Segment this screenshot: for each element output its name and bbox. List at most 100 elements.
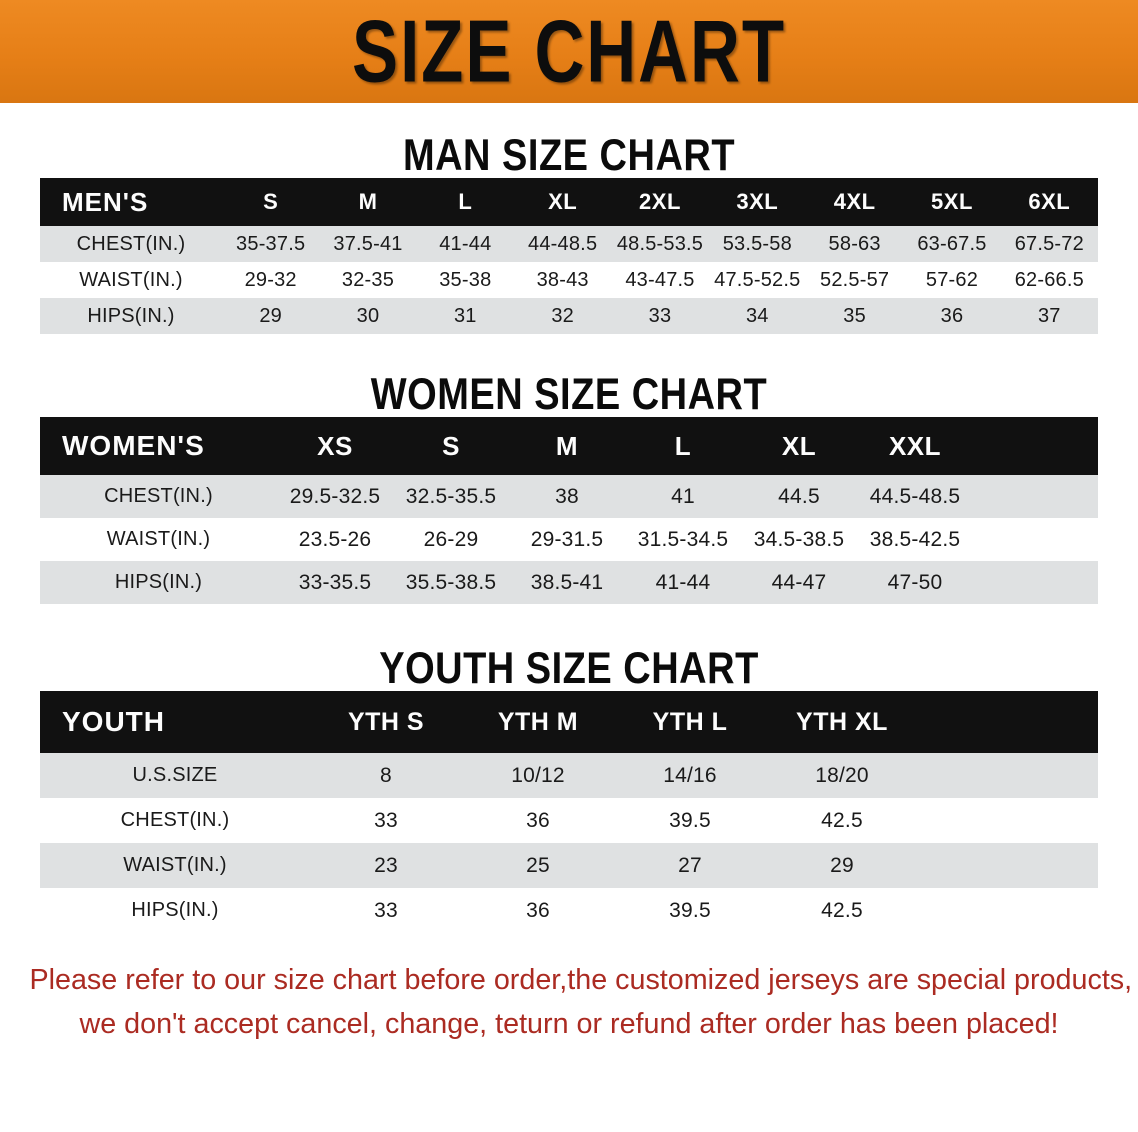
row-label: CHEST(IN.)	[104, 485, 213, 507]
man-col-header: 6XL	[1028, 189, 1071, 214]
table-cell: 41-44	[439, 232, 492, 255]
table-cell: 33	[648, 304, 672, 327]
man-corner-label: MEN'S	[62, 186, 149, 217]
youth-table-head: YOUTH YTH S YTH M YTH L YTH XL	[40, 691, 1098, 753]
row-label: CHEST(IN.)	[120, 809, 230, 831]
table-cell: 63-67.5	[917, 232, 987, 255]
youth-corner-label: YOUTH	[62, 706, 165, 737]
table-cell: 10/12	[511, 763, 565, 787]
women-header-row: WOMEN'S XS S M L XL XXL	[40, 417, 1098, 475]
table-cell: 44.5-48.5	[869, 484, 961, 508]
table-cell: 29-31.5	[530, 527, 604, 551]
table-cell: 57-62	[925, 268, 979, 291]
table-cell: 33	[374, 808, 398, 832]
table-cell: 37	[1037, 304, 1061, 327]
man-header-row: MEN'S S M L XL 2XL 3XL 4XL 5XL 6XL	[40, 178, 1098, 226]
table-cell: 44.5	[778, 484, 820, 508]
table-cell: 32.5-35.5	[405, 484, 497, 508]
table-cell: 29	[259, 304, 282, 327]
table-cell-empty	[918, 798, 1098, 843]
table-cell: 47-50	[887, 570, 943, 594]
table-cell: 41-44	[655, 570, 711, 594]
women-col-header-empty	[973, 417, 1098, 475]
women-col-header: S	[442, 430, 460, 461]
table-cell: 18/20	[815, 763, 869, 787]
table-cell: 53.5-58	[722, 232, 792, 255]
table-cell-empty	[973, 518, 1098, 561]
row-label: WAIST(IN.)	[106, 528, 211, 550]
table-cell: 34	[745, 304, 769, 327]
table-row: HIPS(IN.) 33 36 39.5 42.5	[40, 888, 1098, 933]
table-cell: 58-63	[828, 232, 881, 255]
table-cell-empty	[973, 561, 1098, 604]
youth-table-body: U.S.SIZE 8 10/12 14/16 18/20 CHEST(IN.) …	[40, 753, 1098, 933]
table-row: HIPS(IN.) 29 30 31 32 33 34 35 36 37	[40, 298, 1098, 334]
table-cell: 44-48.5	[528, 232, 598, 255]
women-col-header: XL	[781, 430, 817, 461]
table-cell: 32-35	[341, 268, 395, 291]
table-cell: 62-66.5	[1014, 268, 1084, 291]
youth-header-row: YOUTH YTH S YTH M YTH L YTH XL	[40, 691, 1098, 753]
table-cell: 36	[526, 808, 550, 832]
disclaimer-line-2: we don't accept cancel, change, teturn o…	[79, 1007, 1059, 1040]
row-label: HIPS(IN.)	[87, 304, 175, 327]
man-size-table: MEN'S S M L XL 2XL 3XL 4XL 5XL 6XL CHEST…	[40, 178, 1098, 334]
table-row: WAIST(IN.) 23.5-26 26-29 29-31.5 31.5-34…	[40, 518, 1098, 561]
women-table-head: WOMEN'S XS S M L XL XXL	[40, 417, 1098, 475]
table-cell-empty	[918, 843, 1098, 888]
row-label: U.S.SIZE	[132, 764, 218, 786]
table-row: CHEST(IN.) 35-37.5 37.5-41 41-44 44-48.5…	[40, 226, 1098, 262]
table-cell: 52.5-57	[820, 268, 890, 291]
table-cell: 32	[551, 304, 574, 327]
disclaimer-line-1: Please refer to our size chart before or…	[29, 964, 1133, 996]
man-section-title: MAN SIZE CHART	[402, 131, 736, 181]
table-cell: 23.5-26	[298, 527, 372, 551]
table-cell: 33-35.5	[298, 570, 372, 594]
man-col-header: 2XL	[639, 189, 681, 214]
table-row: HIPS(IN.) 33-35.5 35.5-38.5 38.5-41 41-4…	[40, 561, 1098, 604]
row-label: WAIST(IN.)	[79, 268, 183, 291]
youth-col-header: YTH S	[347, 707, 425, 736]
row-label: HIPS(IN.)	[131, 899, 219, 921]
table-cell: 39.5	[669, 808, 711, 832]
page-title: SIZE CHART	[352, 2, 786, 101]
table-cell: 29.5-32.5	[289, 484, 381, 508]
youth-col-header-empty	[918, 691, 1098, 753]
table-cell: 43-47.5	[625, 268, 695, 291]
table-cell: 38.5-42.5	[869, 527, 961, 551]
table-cell: 8	[380, 763, 392, 787]
man-col-header: 5XL	[931, 189, 973, 214]
table-cell: 26-29	[423, 527, 479, 551]
table-cell: 36	[940, 304, 964, 327]
disclaimer-text: Please refer to our size chart before or…	[29, 959, 1133, 1046]
table-cell: 48.5-53.5	[616, 232, 704, 255]
row-label: WAIST(IN.)	[123, 854, 227, 876]
women-size-table-wrap: WOMEN'S XS S M L XL XXL CHEST(IN.) 29.5-…	[40, 417, 1098, 604]
table-row: U.S.SIZE 8 10/12 14/16 18/20	[40, 753, 1098, 798]
man-table-body: CHEST(IN.) 35-37.5 37.5-41 41-44 44-48.5…	[40, 226, 1098, 334]
table-row: WAIST(IN.) 29-32 32-35 35-38 38-43 43-47…	[40, 262, 1098, 298]
women-col-header: L	[674, 430, 692, 461]
table-cell: 37.5-41	[333, 232, 403, 255]
table-cell: 36	[526, 898, 550, 922]
table-cell: 23	[374, 853, 398, 877]
table-cell: 41	[671, 484, 695, 508]
table-cell: 33	[374, 898, 398, 922]
man-table-head: MEN'S S M L XL 2XL 3XL 4XL 5XL 6XL	[40, 178, 1098, 226]
row-label: CHEST(IN.)	[76, 232, 186, 255]
table-cell: 35.5-38.5	[405, 570, 497, 594]
table-cell: 35-38	[439, 268, 492, 291]
women-table-body: CHEST(IN.) 29.5-32.5 32.5-35.5 38 41 44.…	[40, 475, 1098, 604]
youth-col-header: YTH L	[652, 707, 728, 736]
table-cell: 25	[526, 853, 550, 877]
man-col-header: 3XL	[736, 189, 779, 214]
table-cell: 29-32	[244, 268, 297, 291]
table-cell: 44-47	[771, 570, 827, 594]
man-col-header: 4XL	[833, 189, 876, 214]
table-cell: 35	[843, 304, 866, 327]
table-cell: 38.5-41	[530, 570, 604, 594]
youth-col-header: YTH M	[497, 707, 579, 736]
women-corner-label: WOMEN'S	[62, 430, 205, 461]
table-cell: 29	[830, 853, 854, 877]
row-label: HIPS(IN.)	[114, 571, 203, 593]
